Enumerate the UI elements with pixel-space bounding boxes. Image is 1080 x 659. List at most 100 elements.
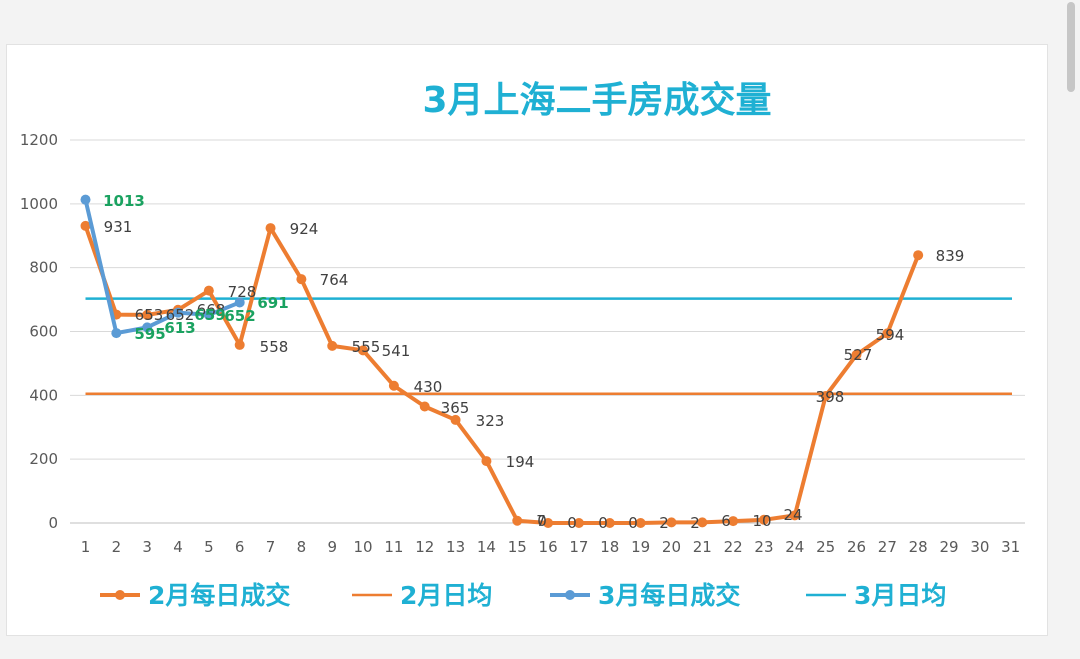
x-tick-label: 12 [415,538,434,556]
mar-data-label: 1013 [103,192,145,210]
x-tick-label: 26 [847,538,866,556]
mar-data-label: 595 [134,325,165,343]
x-tick-label: 16 [539,538,558,556]
feb-data-label: 924 [290,220,319,238]
feb-data-label: 764 [320,271,349,289]
feb-data-label: 323 [476,412,505,430]
feb-daily-line-marker [851,349,862,360]
feb-data-label: 398 [816,388,845,406]
feb-daily-line-marker [573,518,584,528]
feb-data-label: 2 [690,514,700,532]
feb-data-label: 653 [135,306,164,324]
x-tick-label: 2 [112,538,122,556]
x-tick-label: 23 [754,538,773,556]
legend-label: 2月日均 [400,581,492,610]
legend-label: 2月每日成交 [148,581,290,610]
legend-marker [115,590,125,600]
mar-data-label: 691 [257,294,288,312]
x-tick-label: 4 [173,538,183,556]
mar-data-label: 659 [194,306,225,324]
y-axis-ticks: 0 200 400 600 800 1000 1200 [20,131,58,532]
feb-daily-line-marker [327,340,338,351]
chart-title: 3月上海二手房成交量 [422,79,771,121]
feb-data-label: 6 [721,512,731,530]
x-tick-label: 14 [477,538,496,556]
mar-data-label: 613 [164,319,195,337]
x-tick-label: 10 [354,538,373,556]
feb-daily-line-marker [635,518,646,528]
feb-data-label: 728 [228,283,257,301]
mar-daily-line [83,199,241,336]
x-tick-label: 25 [816,538,835,556]
feb-data-label: 558 [260,338,289,356]
x-tick-label: 19 [631,538,650,556]
y-tick-label: 1000 [20,195,58,213]
x-tick-label: 7 [266,538,276,556]
feb-data-label: 10 [752,512,771,530]
feb-daily-line-marker [481,456,492,467]
x-tick-label: 31 [1001,538,1020,556]
x-tick-label: 18 [600,538,619,556]
feb-data-label: 0 [567,514,577,532]
mar-daily-line-marker [142,322,153,333]
y-tick-label: 0 [48,514,58,532]
feb-daily-line-marker [604,518,615,528]
x-tick-label: 29 [939,538,958,556]
feb-data-label: 24 [783,506,802,524]
feb-data-label: 7 [536,512,546,530]
legend-marker [565,590,575,600]
feb-daily-line-marker [543,518,554,528]
mar-daily-line-marker [80,194,91,205]
feb-daily-line-marker [203,285,214,296]
feb-daily-line-marker [697,517,708,528]
feb-daily-line-marker [728,516,739,527]
x-tick-label: 17 [569,538,588,556]
x-tick-label: 24 [785,538,804,556]
feb-daily-line-marker [358,345,369,356]
feb-data-label: 2 [659,514,669,532]
feb-daily-line-marker [789,510,800,521]
x-tick-label: 11 [384,538,403,556]
legend-label: 3月每日成交 [598,581,740,610]
mar-daily-line-marker [203,309,214,320]
feb-daily-line-marker [512,515,523,526]
feb-data-label: 430 [414,378,443,396]
feb-data-label: 0 [628,514,638,532]
feb-daily-line-marker [296,274,307,285]
feb-daily-line-marker [758,514,769,525]
feb-daily-line-marker [265,223,276,234]
legend-label: 3月日均 [854,581,946,610]
scrollbar-thumb[interactable] [1067,2,1075,92]
x-tick-label: 21 [693,538,712,556]
y-tick-label: 600 [29,323,58,341]
feb-data-label: 0 [537,512,547,530]
y-tick-label: 800 [29,259,58,277]
mar-data-label: 652 [224,307,255,325]
feb-data-label: 668 [197,301,226,319]
legend: 2月每日成交 2月日均 3月每日成交 3月日均 [100,581,946,610]
feb-daily-line-marker [666,517,677,528]
feb-daily-line-marker [820,390,831,401]
feb-data-label: 0 [598,514,608,532]
x-tick-label: 20 [662,538,681,556]
feb-daily-line-marker [80,220,91,231]
x-tick-label: 6 [235,538,245,556]
feb-data-label: 555 [352,338,381,356]
x-tick-label: 27 [878,538,897,556]
feb-daily-line-marker [234,339,245,350]
feb-data-label: 594 [876,326,905,344]
scrollbar[interactable] [1066,0,1076,659]
x-tick-label: 5 [204,538,214,556]
feb-daily-line-marker [450,414,461,425]
feb-data-label: 541 [382,342,411,360]
feb-data-label: 365 [441,399,470,417]
x-tick-label: 22 [724,538,743,556]
x-tick-label: 1 [81,538,91,556]
feb-data-label: 931 [104,218,133,236]
feb-daily-line-marker [388,380,399,391]
feb-data-label: 652 [166,306,195,324]
y-tick-label: 1200 [20,131,58,149]
feb-daily-line-marker [419,401,430,412]
